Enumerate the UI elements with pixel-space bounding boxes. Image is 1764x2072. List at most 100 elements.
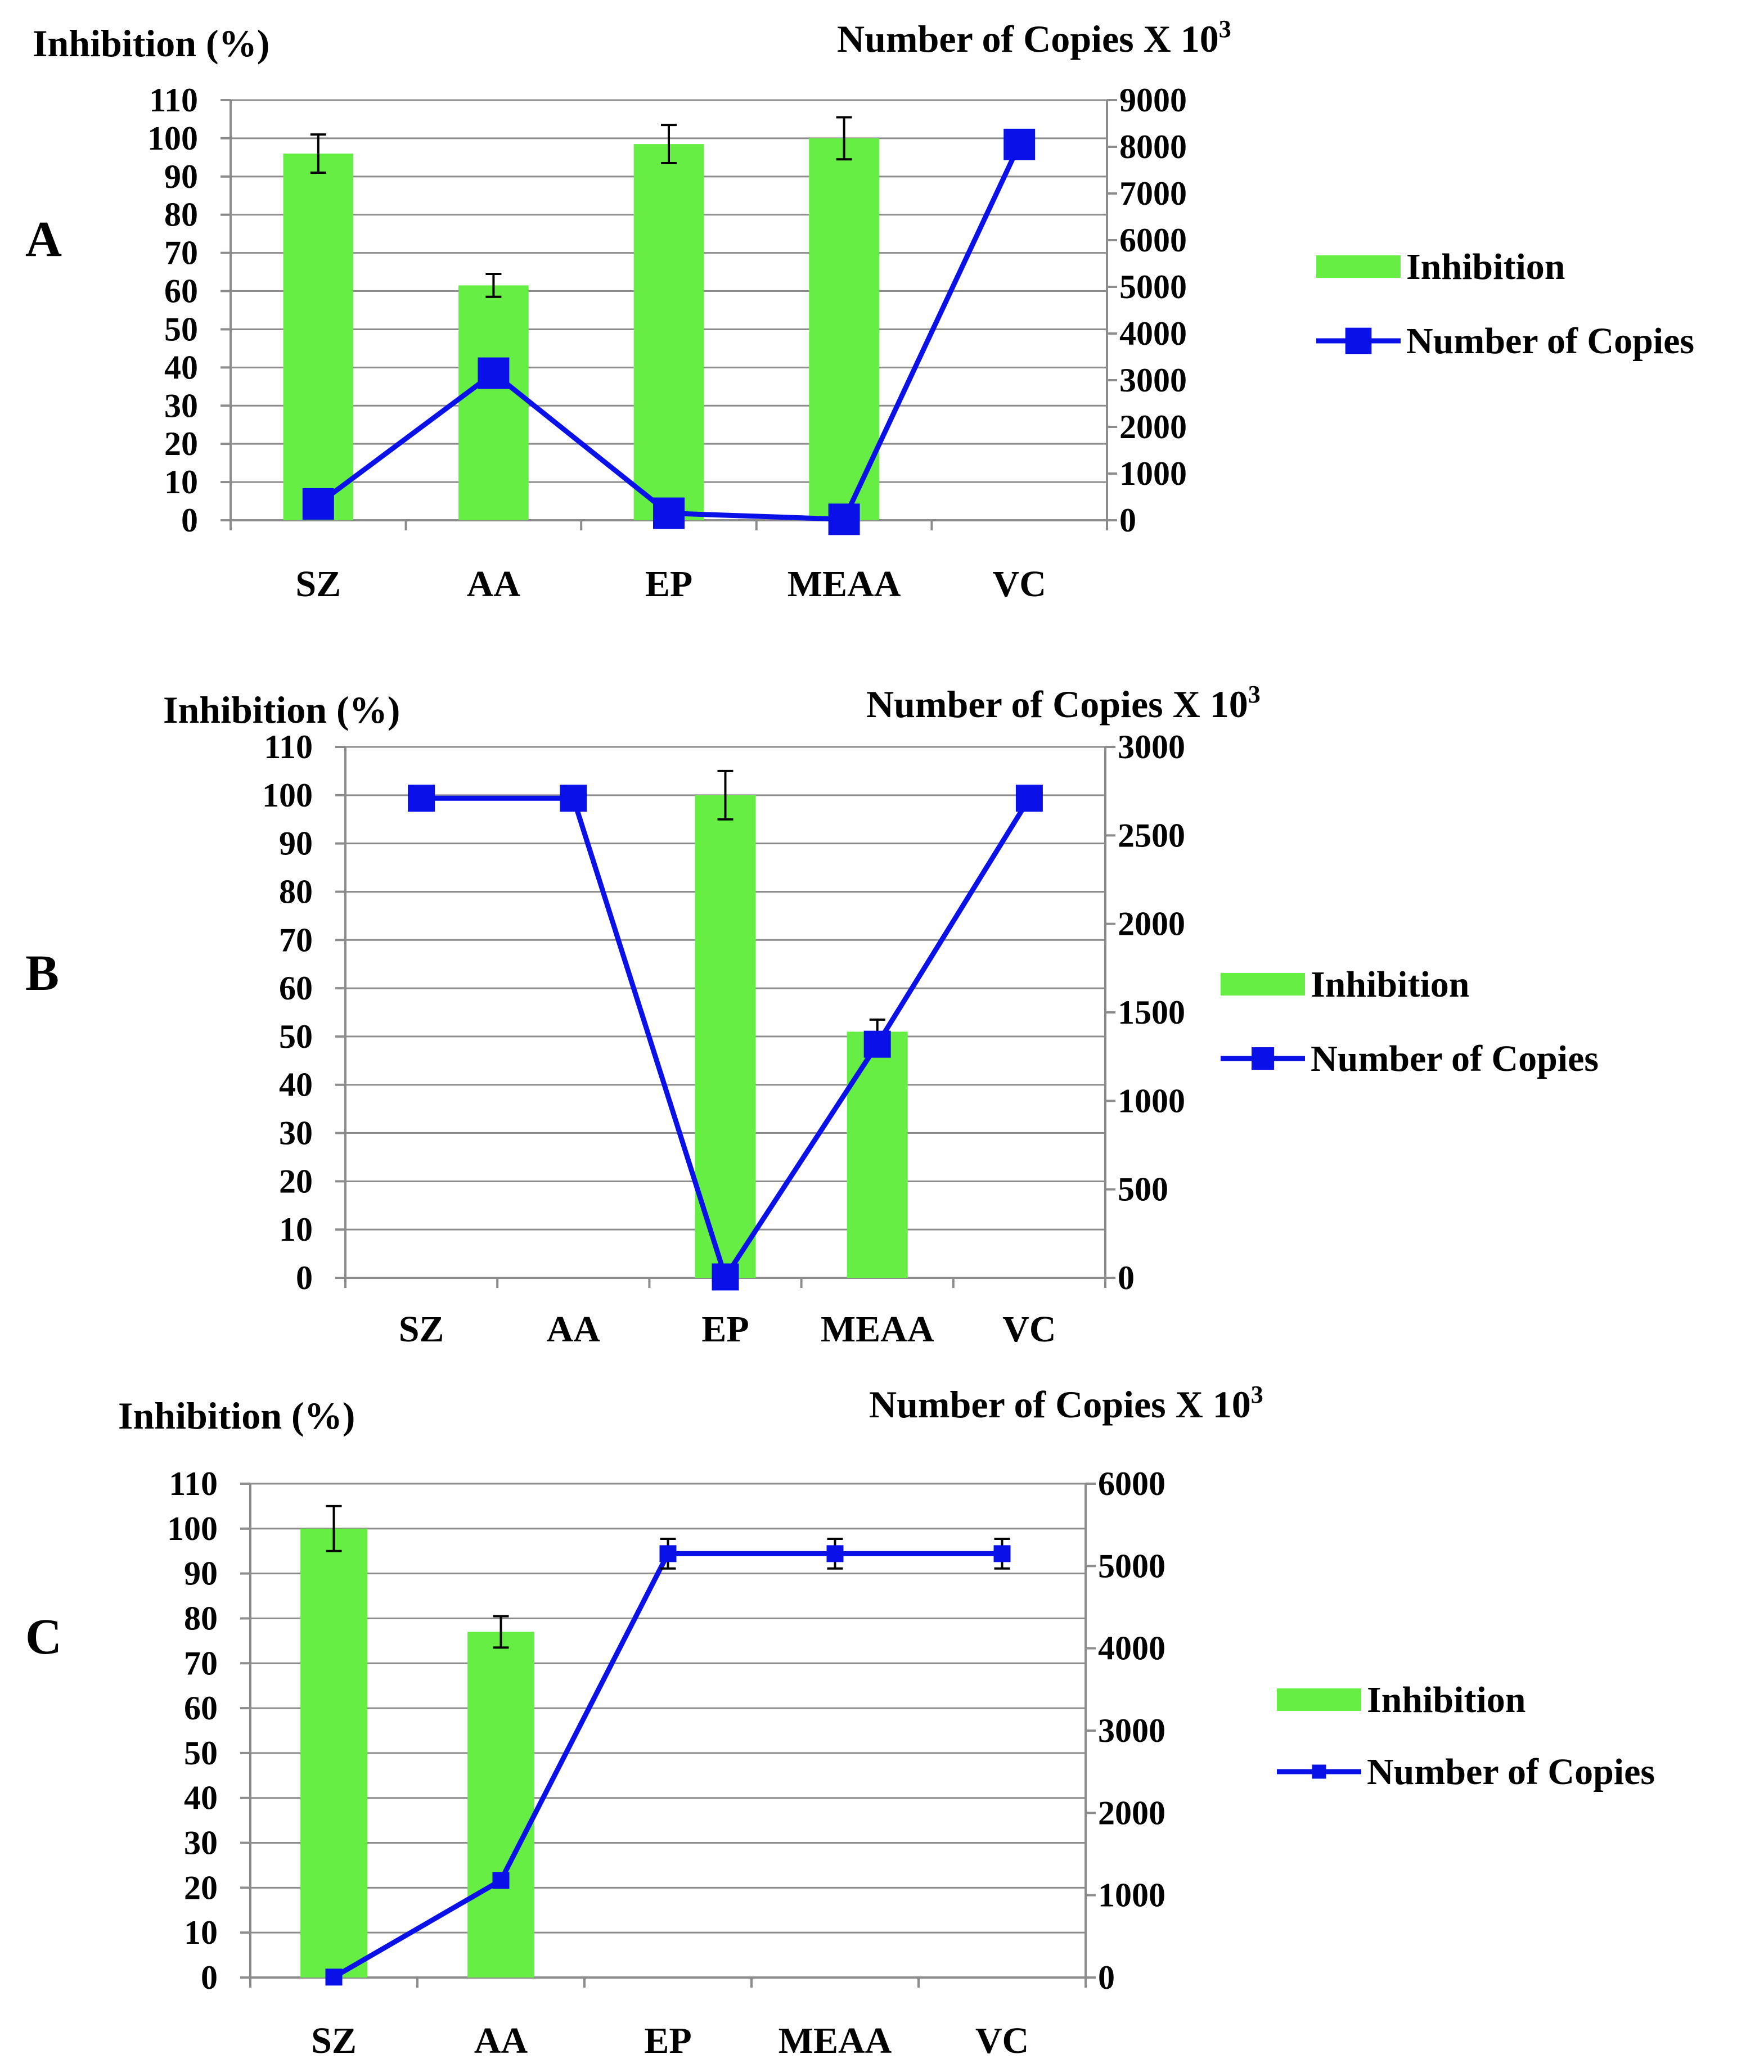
right-tick-label: 500 (1118, 1171, 1168, 1208)
right-tick-label: 1500 (1118, 994, 1185, 1031)
right-tick-label: 5000 (1098, 1547, 1166, 1584)
left-tick-label: 50 (184, 1735, 218, 1772)
error-bar (717, 769, 734, 821)
chart-panel-a: 0102030405060708090100110010002000300040… (25, 15, 1694, 605)
right-tick-label: 2000 (1098, 1794, 1166, 1831)
left-tick-label: 10 (164, 463, 198, 501)
category-label: SZ (311, 2020, 357, 2061)
bar-inhibition (300, 1528, 367, 1978)
bar-inhibition (467, 1632, 534, 1978)
category-label: EP (644, 2020, 691, 2061)
left-tick-label: 60 (279, 970, 313, 1007)
marker-number-of-copies (712, 1263, 739, 1291)
category-label: VC (993, 564, 1046, 605)
right-tick-label: 3000 (1118, 728, 1185, 765)
legend: Inhibition Number of Copies (1221, 964, 1599, 1079)
legend: Inhibition Number of Copies (1277, 1679, 1655, 1792)
category-label: VC (1002, 1309, 1056, 1350)
legend-swatch-inhibition (1316, 255, 1401, 278)
left-tick-label: 60 (184, 1690, 218, 1727)
category-label: MEAA (788, 564, 901, 605)
marker-number-of-copies (1004, 128, 1036, 160)
right-axis-title: Number of Copies X 103 (837, 15, 1231, 60)
left-tick-label: 60 (164, 273, 198, 310)
marker-number-of-copies (302, 488, 334, 520)
right-tick-label: 0 (1118, 1259, 1135, 1296)
legend-swatch-inhibition (1277, 1688, 1361, 1711)
marker-number-of-copies (993, 1545, 1011, 1562)
left-tick-label: 30 (164, 387, 198, 424)
marker-number-of-copies (659, 1545, 677, 1562)
right-tick-label: 3000 (1098, 1712, 1166, 1749)
right-tick-label: 3000 (1119, 362, 1187, 399)
marker-number-of-copies (478, 357, 510, 389)
chart-panel-c: 0 10 20 30 40 50 60 70 80 90 100 110 0 1000 2000 3000 40… (25, 1381, 1655, 2061)
legend-swatch-inhibition (1221, 973, 1305, 996)
right-axis-title-superscript: 3 (1251, 1381, 1263, 1408)
legend-marker-number-of-copies (1345, 327, 1372, 354)
left-tick-label: 50 (279, 1018, 313, 1055)
left-tick-label: 90 (184, 1555, 218, 1592)
left-tick-label: 40 (184, 1780, 218, 1817)
legend-label-inhibition: Inhibition (1367, 1679, 1526, 1720)
left-tick-label: 100 (167, 1510, 218, 1547)
left-axis-title: Inhibition (%) (163, 688, 400, 731)
category-label: VC (975, 2020, 1029, 2061)
panel-label: B (25, 945, 59, 1001)
right-tick-label: 1000 (1119, 455, 1187, 492)
marker-number-of-copies (325, 1969, 343, 1986)
category-label: AA (467, 564, 521, 605)
right-tick-label: 2000 (1119, 408, 1187, 445)
left-tick-label: 30 (184, 1825, 218, 1862)
left-tick-label: 0 (181, 502, 198, 539)
right-tick-label: 8000 (1119, 128, 1187, 165)
right-axis-title-superscript: 3 (1219, 15, 1231, 43)
error-bar (326, 1505, 342, 1552)
left-tick-label: 70 (184, 1645, 218, 1682)
error-bar (310, 133, 326, 174)
legend: Inhibition Number of Copies (1316, 246, 1694, 362)
marker-number-of-copies (653, 497, 685, 529)
left-tick-label: 40 (164, 349, 198, 386)
left-tick-label: 10 (184, 1914, 218, 1951)
category-label: AA (547, 1309, 601, 1350)
legend-label-number-of-copies: Number of Copies (1311, 1038, 1599, 1079)
right-tick-label: 4000 (1119, 315, 1187, 352)
category-label: MEAA (821, 1309, 934, 1350)
left-tick-label: 100 (147, 120, 198, 157)
right-tick-label: 5000 (1119, 268, 1187, 305)
error-bar (836, 116, 852, 161)
left-tick-label: 20 (184, 1869, 218, 1906)
left-tick-label: 70 (164, 235, 198, 272)
left-tick-label: 90 (279, 825, 313, 862)
marker-number-of-copies (1015, 785, 1043, 812)
left-tick-label: 30 (279, 1115, 313, 1152)
right-axis-title: Number of Copies X 103 (866, 681, 1261, 726)
bar-inhibition (847, 1032, 908, 1278)
right-tick-label: 4000 (1098, 1630, 1166, 1667)
left-tick-label: 0 (296, 1259, 313, 1296)
line-number-of-copies (332, 1551, 1002, 1980)
right-tick-label: 2000 (1118, 906, 1185, 943)
category-label: AA (474, 2020, 528, 2061)
left-tick-label: 110 (169, 1465, 218, 1502)
right-tick-label: 0 (1119, 502, 1136, 539)
error-bar (661, 124, 677, 165)
marker-number-of-copies (408, 785, 435, 812)
category-label: MEAA (778, 2020, 892, 2061)
right-tick-label: 9000 (1119, 82, 1187, 119)
bar-inhibition (809, 138, 879, 521)
legend-label-inhibition: Inhibition (1311, 964, 1470, 1005)
category-label: EP (701, 1309, 749, 1350)
category-label: EP (645, 564, 692, 605)
right-axis-title: Number of Copies X 103 (869, 1381, 1263, 1426)
left-tick-label: 70 (279, 921, 313, 958)
error-bar (485, 272, 502, 298)
left-tick-label: 20 (279, 1163, 313, 1200)
error-bar (493, 1615, 509, 1649)
marker-number-of-copies (826, 1545, 844, 1562)
legend-label-inhibition: Inhibition (1406, 246, 1565, 287)
right-axis-title-superscript: 3 (1248, 681, 1261, 708)
